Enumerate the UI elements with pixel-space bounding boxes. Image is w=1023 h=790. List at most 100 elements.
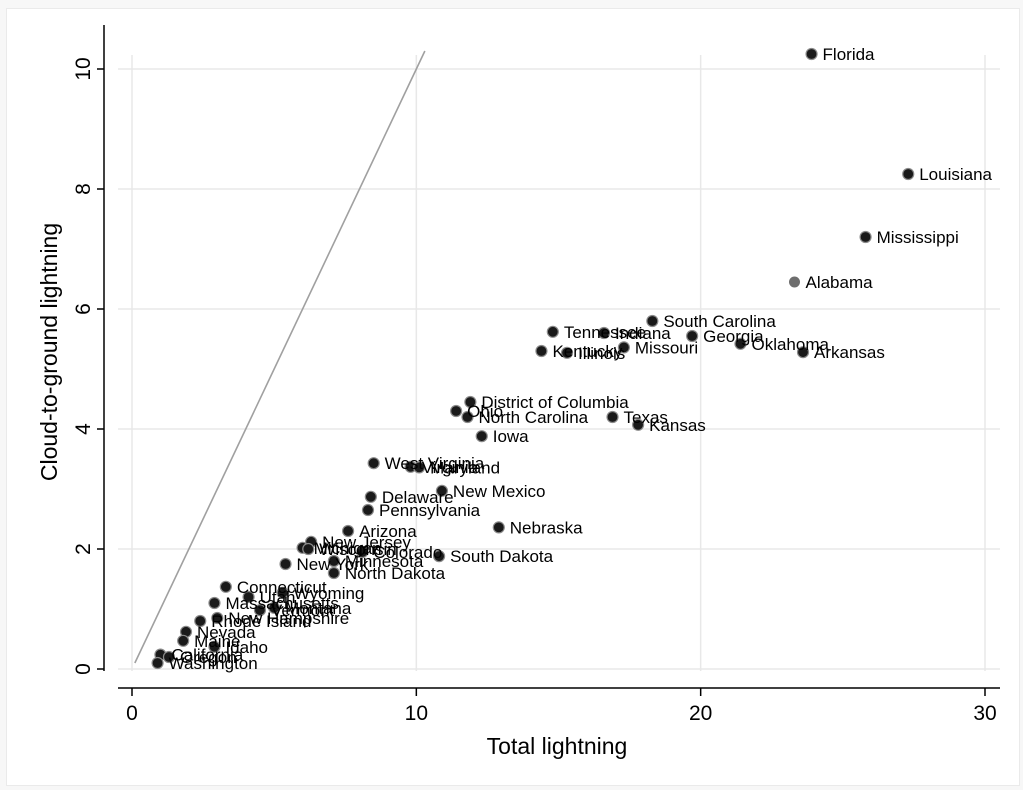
y-tick-label: 8 xyxy=(72,183,95,195)
data-points xyxy=(151,47,915,670)
scatter-point xyxy=(151,656,164,670)
reference-line xyxy=(134,50,426,664)
scatter-point xyxy=(560,346,574,359)
scatter-point xyxy=(279,557,292,571)
point-label: Kentucky xyxy=(552,342,622,361)
scatter-point xyxy=(356,545,369,559)
axes xyxy=(103,25,1000,689)
scatter-point xyxy=(367,457,380,470)
scatter-point xyxy=(686,329,699,343)
point-labels: Florida Louisiana Mississippi Alabama South … xyxy=(169,45,993,673)
scatter-point xyxy=(242,590,255,604)
point-label: New York xyxy=(297,555,369,574)
scatter-point xyxy=(788,276,800,288)
point-label: Arkansas xyxy=(814,343,885,362)
point-label: Indiana xyxy=(615,324,671,343)
scatter-point xyxy=(219,580,232,593)
point-label: Utah xyxy=(260,588,296,607)
point-label: Minnesota xyxy=(345,552,424,571)
point-label: Missouri xyxy=(635,338,698,357)
point-label: Pennsylvania xyxy=(379,501,481,520)
point-label: Mississippi xyxy=(877,228,959,247)
scatter-point xyxy=(211,611,224,625)
scatter-point xyxy=(796,346,810,359)
scatter-point xyxy=(546,325,559,338)
point-label: Alabama xyxy=(805,273,873,292)
point-label: California xyxy=(171,646,243,665)
point-label: Texas xyxy=(624,408,668,427)
point-label: Nebraska xyxy=(510,518,583,537)
scatter-point xyxy=(208,640,221,653)
point-label: Michigan xyxy=(314,539,382,558)
point-label: Rhode Island xyxy=(211,612,311,631)
scatter-point xyxy=(475,430,488,443)
point-label: Massachusetts xyxy=(225,594,338,613)
scatter-point xyxy=(535,344,548,358)
point-label: Oklahoma xyxy=(751,335,829,354)
point-label: Kansas xyxy=(649,416,706,435)
point-label: Vermont xyxy=(271,601,335,620)
point-label: Montana xyxy=(285,599,352,618)
point-label: Connecticut xyxy=(237,578,327,597)
point-label: Wisconsin xyxy=(319,540,396,559)
point-label: Florida xyxy=(823,45,876,64)
point-label: Delaware xyxy=(382,488,454,507)
x-tick-label: 20 xyxy=(689,702,712,725)
scatter-point xyxy=(435,484,449,497)
point-label: South Dakota xyxy=(450,547,554,566)
point-label: Washington xyxy=(169,654,258,673)
point-label: North Carolina xyxy=(479,408,589,427)
point-label: Maine xyxy=(194,632,240,651)
scatter-point xyxy=(364,490,377,503)
scatter-point xyxy=(268,601,281,614)
point-label: Idaho xyxy=(225,638,268,657)
scatter-point xyxy=(253,604,267,617)
x-axis-title: Total lightning xyxy=(487,733,628,759)
scatter-point xyxy=(461,410,474,424)
point-label: Louisiana xyxy=(919,165,992,184)
scatter-point xyxy=(327,566,340,580)
scatter-point xyxy=(597,326,611,340)
scatter-point xyxy=(902,167,915,181)
scatter-point xyxy=(432,550,446,563)
scatter-point xyxy=(632,418,645,431)
scatter-point xyxy=(805,47,818,61)
point-label: Illinois xyxy=(578,344,625,363)
gridlines xyxy=(118,55,1000,671)
scatter-point xyxy=(464,395,477,409)
scatter-point xyxy=(492,521,505,534)
x-tick-label: 30 xyxy=(973,702,996,725)
point-label: Oregon xyxy=(180,648,237,667)
y-tick-label: 2 xyxy=(72,543,95,555)
scatter-point xyxy=(302,542,315,556)
scatter-point xyxy=(450,404,463,418)
scatter-point xyxy=(413,461,426,474)
scatter-point xyxy=(208,596,221,610)
scatter-point xyxy=(646,314,659,328)
scatter-point xyxy=(606,410,619,424)
point-label: Maryland xyxy=(430,458,500,477)
x-tick-label: 10 xyxy=(405,702,428,725)
scatter-point xyxy=(327,554,340,568)
scatter-point xyxy=(859,230,872,244)
y-ticks: 0 2 4 6 8 10 xyxy=(72,57,104,675)
scatter-point xyxy=(617,341,630,354)
point-label: Ohio xyxy=(467,402,503,421)
scatter-point xyxy=(341,524,355,538)
point-label: Arizona xyxy=(359,522,417,541)
point-label: West Virginia xyxy=(385,454,485,473)
x-ticks: 0 10 20 30 xyxy=(126,688,997,725)
scatter-point xyxy=(734,337,747,350)
point-label: District of Columbia xyxy=(481,393,629,412)
point-label: Nevada xyxy=(197,623,256,642)
point-label: New Jersey xyxy=(322,533,411,552)
scatter-point xyxy=(276,586,289,599)
point-label: South Carolina xyxy=(663,312,776,331)
point-label: New Hampshire xyxy=(228,609,349,628)
point-label: Iowa xyxy=(493,427,529,446)
y-tick-label: 0 xyxy=(72,663,95,675)
scatter-point xyxy=(162,650,176,664)
scatter-point xyxy=(194,614,207,628)
point-label: Georgia xyxy=(703,327,764,346)
point-label: New Mexico xyxy=(453,482,546,501)
